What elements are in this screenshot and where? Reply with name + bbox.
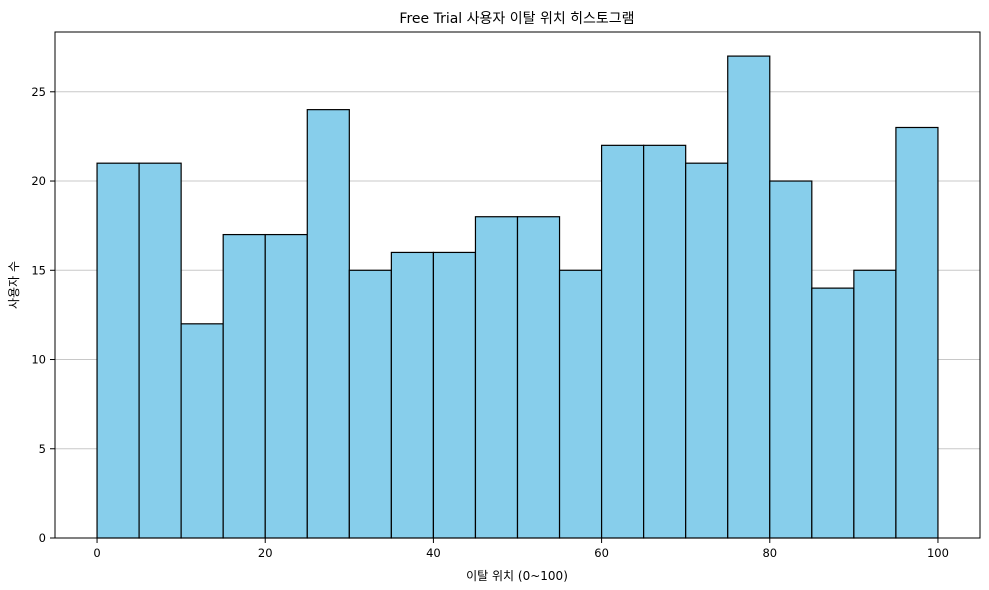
x-axis-ticks: 0 20 40 60 80 100 <box>93 538 949 560</box>
histogram-bar <box>264 233 308 539</box>
histogram-bar <box>306 109 350 539</box>
y-axis-label: 사용자 수 <box>7 261 21 309</box>
histogram-bar <box>685 162 729 539</box>
bars-group <box>96 55 939 539</box>
histogram-bar <box>180 323 224 539</box>
y-tick-label: 10 <box>31 353 46 367</box>
histogram-bar <box>811 287 855 539</box>
histogram-bar <box>558 269 603 539</box>
histogram-bar <box>348 269 392 539</box>
histogram-bar <box>432 251 477 539</box>
histogram-bar <box>96 162 140 539</box>
histogram-bar <box>853 269 897 539</box>
histogram-bar <box>516 216 561 539</box>
x-tick-label: 100 <box>927 546 949 560</box>
histogram-bar <box>600 144 645 539</box>
histogram-bar <box>390 251 435 539</box>
histogram-bar <box>727 55 771 539</box>
chart-title: Free Trial 사용자 이탈 위치 히스토그램 <box>399 11 634 27</box>
y-axis-ticks: 0 5 10 15 20 25 <box>31 85 55 545</box>
histogram-bar <box>222 233 266 539</box>
histogram-bar <box>643 144 687 539</box>
y-tick-label: 25 <box>31 85 46 99</box>
y-tick-label: 0 <box>39 531 46 545</box>
y-tick-label: 15 <box>31 263 46 277</box>
x-tick-label: 20 <box>258 546 273 560</box>
x-tick-label: 40 <box>426 546 441 560</box>
histogram-bar <box>138 162 182 539</box>
histogram-bar <box>474 216 519 539</box>
y-tick-label: 5 <box>39 442 46 456</box>
x-tick-label: 80 <box>762 546 777 560</box>
x-axis-label: 이탈 위치 (0~100) <box>466 569 568 583</box>
y-tick-label: 20 <box>31 174 46 188</box>
x-tick-label: 0 <box>93 546 100 560</box>
histogram-bar <box>769 180 813 539</box>
x-tick-label: 60 <box>594 546 609 560</box>
histogram-bar <box>895 126 939 539</box>
plot-frame <box>54 31 981 539</box>
